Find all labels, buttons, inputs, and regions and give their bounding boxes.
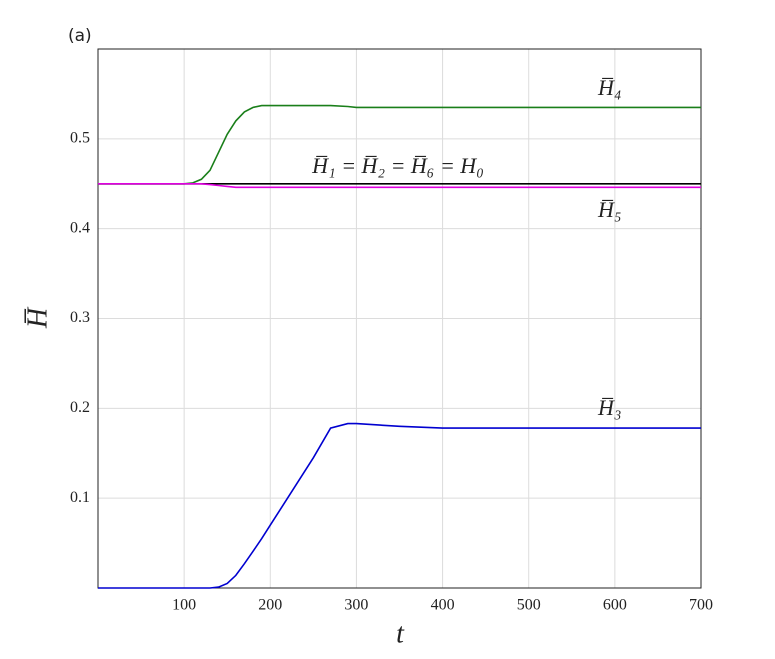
x-tick-label: 300 <box>344 597 368 614</box>
x-tick-label: 700 <box>689 597 713 614</box>
panel-label: (a) <box>68 26 92 46</box>
x-tick-label: 100 <box>172 597 196 614</box>
series-label: H̅₃ <box>597 395 622 420</box>
series-label: H̅₁ = H̅₂ = H̅₆ = H₀ <box>311 153 484 178</box>
y-tick-label: 0.4 <box>70 219 90 236</box>
y-axis-label: H̅ <box>22 306 53 329</box>
series-line <box>98 183 701 189</box>
series-line <box>98 422 701 589</box>
series-label: H̅₅ <box>597 197 622 222</box>
y-tick-label: 0.2 <box>70 399 90 416</box>
y-tick-label: 0.1 <box>70 489 90 506</box>
series-line <box>98 104 701 185</box>
x-tick-label: 500 <box>517 597 541 614</box>
x-tick-label: 400 <box>431 597 455 614</box>
x-tick-label: 600 <box>603 597 627 614</box>
plot-frame <box>97 48 702 589</box>
y-tick-label: 0.3 <box>70 309 90 326</box>
y-tick-label: 0.5 <box>70 130 90 147</box>
series-label: H̅₄ <box>597 75 622 100</box>
x-axis-label: t <box>396 618 405 649</box>
x-tick-label: 200 <box>258 597 282 614</box>
